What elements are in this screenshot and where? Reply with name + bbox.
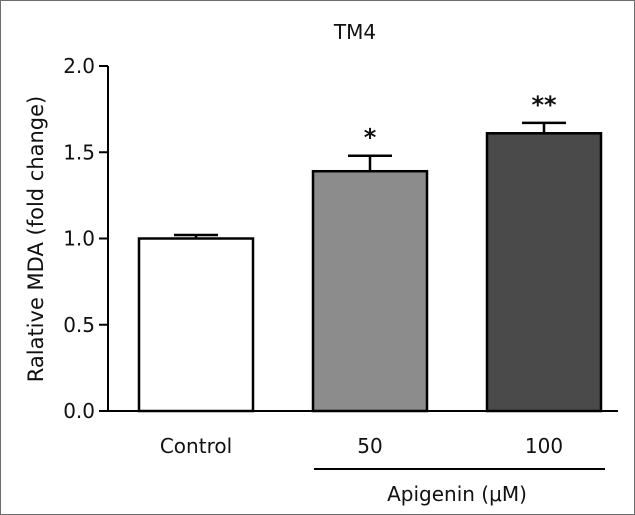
bar [485,132,603,413]
category-label: 50 [357,434,382,458]
significance-mark: * [364,124,377,152]
y-tick-label: 1.0 [63,227,95,251]
y-tick-label: 2.0 [63,54,95,78]
y-axis-label: Ralative MDA (fold change) [24,96,48,383]
group-label: Apigenin (μM) [387,482,527,506]
bars: Control * 50 ** 100 [137,91,603,458]
y-ticks: 0.0 0.5 1.0 1.5 2.0 [63,54,108,423]
y-tick-label: 0.5 [63,313,95,337]
significance-mark: ** [531,91,557,119]
y-tick-label: 1.5 [63,140,95,164]
category-label: 100 [525,434,563,458]
y-tick-label: 0.0 [63,399,95,423]
chart-title: TM4 [333,20,376,44]
bar [311,169,429,413]
bar [137,237,255,413]
category-label: Control [160,434,232,458]
